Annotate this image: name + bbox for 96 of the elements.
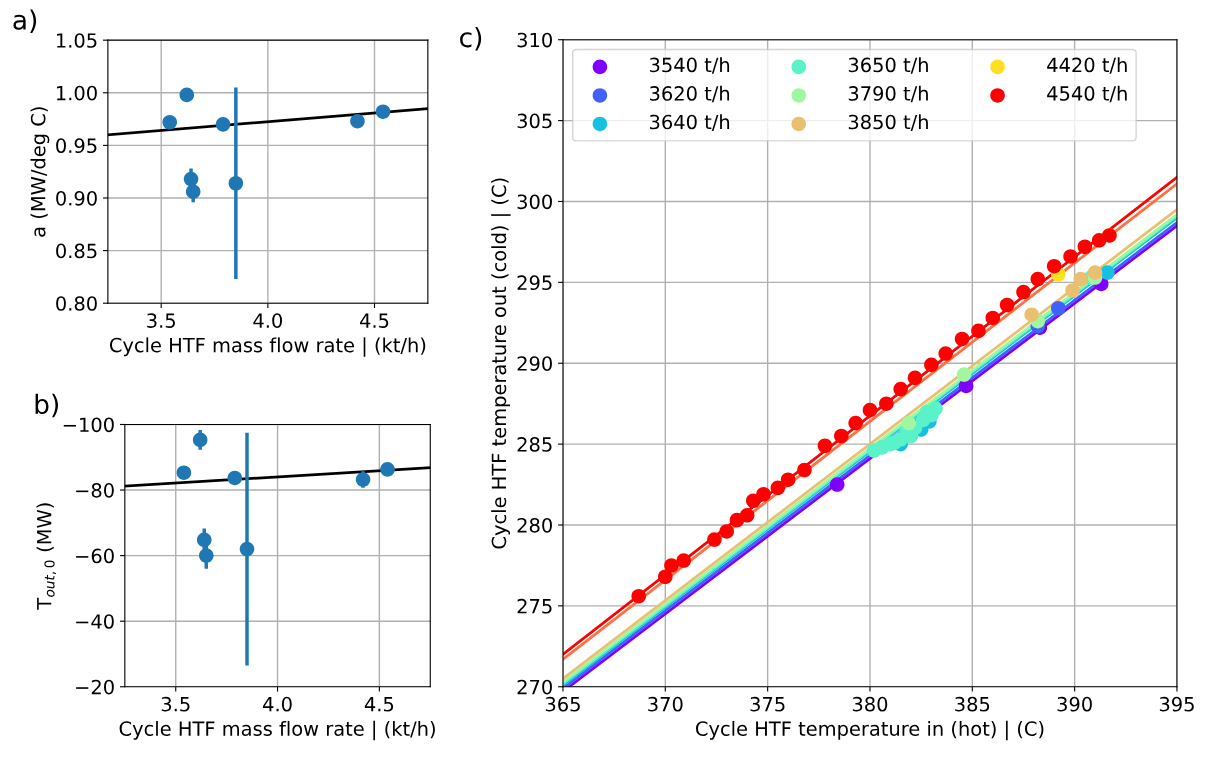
point: [817, 438, 833, 454]
x-tick-label: 3.5: [161, 696, 190, 712]
y-tick-label: 280: [517, 517, 552, 533]
y-tick-label: 300: [517, 194, 552, 210]
x-tick-label: 390: [1057, 696, 1092, 712]
y-tick-label: 290: [517, 356, 552, 371]
y-axis-title: Cycle HTF temperature out (cold) | (C): [491, 178, 511, 549]
point: [928, 401, 943, 416]
y-axis-title: a (MW/deg C): [30, 107, 50, 237]
point: [999, 297, 1015, 313]
point: [829, 477, 845, 492]
point: [985, 310, 1001, 326]
legend-label: 3650 t/h: [848, 57, 928, 74]
point: [893, 381, 908, 397]
legend-label: 4540 t/h: [1047, 85, 1127, 103]
x-tick-label: 380: [852, 696, 888, 712]
point: [780, 472, 796, 487]
x-tick-label: 365: [545, 696, 580, 712]
point: [1016, 284, 1031, 300]
legend-label: 3620 t/h: [650, 85, 730, 103]
legend-label: 3640 t/h: [650, 114, 730, 131]
x-tick-label: 4.0: [263, 696, 292, 712]
y-tick-label: 0.85: [56, 243, 97, 259]
point: [1063, 249, 1078, 264]
y-tick-label: 0.95: [56, 138, 97, 154]
point: [1046, 258, 1062, 274]
y-tick-label: 270: [517, 679, 552, 695]
x-tick-label: 395: [1159, 696, 1194, 712]
y-axis-title: T$_{out,0}$ (MW): [36, 503, 57, 610]
y-tick-label: 0.80: [56, 296, 97, 311]
x-tick-label: 4.5: [360, 313, 389, 328]
y-tick-label: 285: [517, 437, 552, 452]
point: [954, 331, 970, 347]
x-tick-label: 385: [955, 696, 990, 712]
x-tick-label: 370: [648, 696, 683, 712]
point: [956, 367, 972, 382]
x-tick-label: 4.0: [253, 313, 283, 328]
legend-label: 3790 t/h: [848, 85, 928, 103]
point: [848, 415, 863, 431]
point: [901, 415, 917, 431]
point: [707, 532, 722, 547]
text: b): [35, 393, 58, 418]
y-tick-label: 1.05: [56, 33, 97, 48]
point: [834, 428, 849, 444]
y-tick-label: 275: [517, 598, 552, 614]
x-tick-label: 375: [750, 696, 785, 712]
point: [215, 117, 231, 132]
point: [631, 588, 646, 604]
point: [739, 508, 755, 523]
point: [770, 480, 786, 496]
point: [1065, 283, 1080, 298]
point: [176, 465, 192, 480]
point: [797, 462, 812, 478]
point: [971, 323, 986, 339]
y-tick-label: −20: [76, 679, 114, 695]
point: [676, 553, 692, 568]
point: [907, 370, 923, 386]
point: [719, 524, 734, 539]
y-tick-label: 295: [517, 275, 552, 291]
point: [756, 486, 771, 502]
x-tick-label: 3.5: [147, 313, 175, 328]
y-tick-label: −100: [63, 417, 114, 433]
point: [380, 462, 395, 477]
y-tick-label: −60: [76, 548, 114, 564]
x-tick-label: 4.5: [364, 697, 394, 712]
x-axis-title: Cycle HTF mass flow rate | (kt/h): [109, 337, 426, 357]
point: [938, 346, 953, 361]
text: a): [13, 9, 37, 33]
x-axis-title: Cycle HTF mass flow rate | (kt/h): [119, 720, 435, 741]
y-tick-label: −80: [76, 483, 114, 498]
point: [162, 114, 178, 130]
point: [1050, 300, 1066, 316]
point: [227, 470, 243, 486]
legend-label: 3850 t/h: [848, 114, 928, 131]
y-tick-label: 310: [517, 32, 552, 48]
point: [862, 402, 878, 418]
point: [1073, 271, 1089, 287]
point: [1030, 271, 1046, 287]
x-axis-title: Cycle HTF temperature in (hot) | (C): [695, 720, 1044, 741]
y-tick-label: 1.00: [56, 85, 97, 101]
point: [350, 113, 365, 129]
point: [1077, 239, 1093, 255]
point: [1024, 307, 1039, 322]
point: [1087, 265, 1103, 280]
point: [924, 357, 939, 373]
y-tick-label: 305: [517, 113, 552, 129]
text: c): [460, 26, 482, 51]
y-tick-label: −40: [76, 614, 114, 629]
legend-label: 4420 t/h: [1047, 57, 1127, 74]
point: [375, 104, 391, 119]
legend-label: 3540 t/h: [650, 57, 730, 74]
point: [879, 396, 894, 411]
y-tick-label: 0.90: [56, 190, 97, 206]
point: [658, 569, 673, 585]
point: [664, 558, 679, 573]
point: [746, 493, 761, 509]
